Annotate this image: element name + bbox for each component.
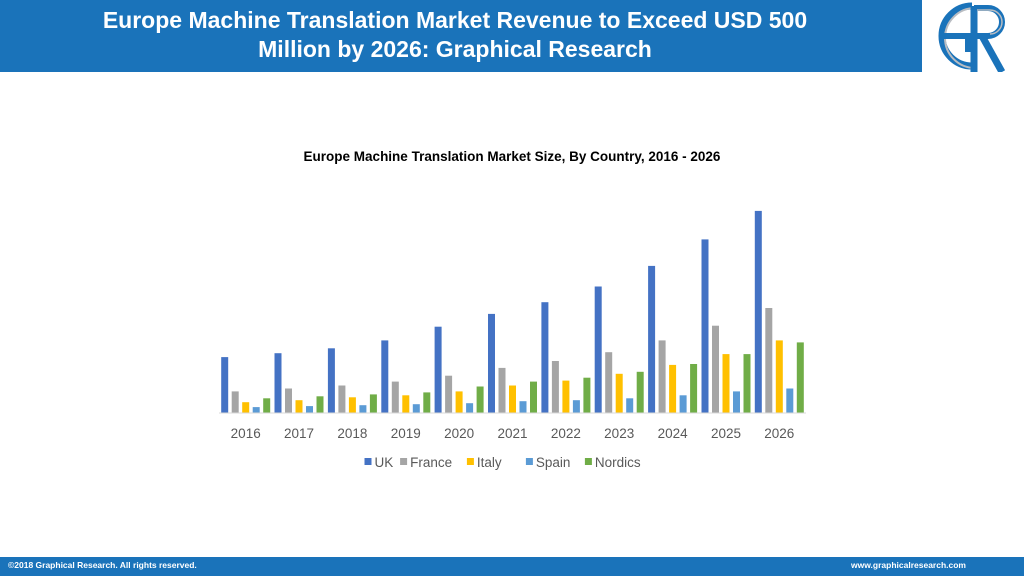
legend-label-france: France [410,455,452,470]
bar-nordics-2016 [263,398,271,413]
legend-swatch-spain [525,458,533,465]
bar-uk-2023 [594,286,602,413]
bar-nordics-2020 [476,386,484,413]
bar-italy-2026 [775,340,783,413]
legend-swatch-nordics [584,458,592,465]
legend-label-spain: Spain [536,455,571,470]
bar-italy-2020 [455,391,463,413]
x-tick-label-2023: 2023 [604,426,634,441]
x-tick-label-2025: 2025 [711,426,741,441]
bar-nordics-2024 [690,364,698,413]
bars-group [221,210,804,413]
bar-nordics-2025 [743,354,751,413]
x-tick-label-2021: 2021 [497,426,527,441]
bar-spain-2017 [306,406,313,413]
bar-spain-2025 [733,391,740,413]
bar-nordics-2019 [423,392,431,413]
bar-france-2019 [391,381,399,413]
x-tick-label-2019: 2019 [391,426,421,441]
legend-swatch-italy [466,458,474,465]
bar-italy-2021 [509,385,516,413]
bar-nordics-2017 [316,396,324,413]
bar-uk-2021 [488,313,495,413]
bar-chart: Europe Machine Translation Market Size, … [219,149,806,470]
legend: UK France Italy Spain Nordics [364,455,641,470]
legend-label-nordics: Nordics [595,455,641,470]
bar-france-2020 [445,375,453,413]
bar-france-2023 [605,352,613,413]
copyright-text: ©2018 Graphical Research. All rights res… [8,560,197,570]
bar-uk-2026 [754,210,762,413]
bar-italy-2019 [402,395,410,413]
x-tick-label-2018: 2018 [337,426,367,441]
bar-uk-2022 [541,302,549,413]
chart-title: Europe Machine Translation Market Size, … [304,149,721,164]
bar-italy-2025 [722,354,730,413]
x-tick-label-2016: 2016 [231,426,261,441]
bar-spain-2022 [572,400,580,413]
bar-france-2026 [765,308,773,413]
bar-italy-2024 [669,364,677,413]
bar-france-2018 [338,385,346,413]
bar-spain-2026 [786,388,794,413]
gr-logo-icon [922,0,1024,74]
bar-france-2025 [712,325,719,413]
bar-spain-2020 [466,403,474,413]
bar-italy-2017 [295,400,303,413]
bar-spain-2024 [679,395,687,413]
bar-spain-2018 [359,405,367,413]
bar-nordics-2021 [530,381,537,413]
bar-italy-2018 [348,397,356,413]
bar-uk-2019 [381,340,389,413]
x-tick-labels: 2016 2017 2018 2019 2020 2021 2022 2023 2024 2025… [231,426,795,441]
bar-france-2024 [658,340,666,413]
bar-france-2022 [551,361,559,413]
bar-spain-2023 [626,398,634,413]
bar-italy-2023 [615,373,623,413]
header-banner: Europe Machine Translation Market Revenu… [0,0,1024,72]
bar-spain-2019 [412,404,420,413]
legend-label-uk: UK [375,455,394,470]
bar-uk-2017 [274,353,282,413]
bar-uk-2024 [648,265,656,413]
bar-spain-2016 [252,407,260,413]
bar-nordics-2026 [796,342,804,413]
bar-italy-2016 [242,402,250,413]
legend-swatch-uk [364,458,372,465]
bar-nordics-2018 [369,394,377,413]
website-link[interactable]: www.graphicalresearch.com [851,560,966,570]
x-tick-label-2022: 2022 [551,426,581,441]
page-title: Europe Machine Translation Market Revenu… [0,6,910,64]
bar-nordics-2023 [636,371,644,413]
bar-italy-2022 [562,380,570,413]
legend-swatch-france [400,458,408,465]
x-tick-label-2017: 2017 [284,426,314,441]
page-title-line-1: Europe Machine Translation Market Revenu… [102,7,808,33]
bar-france-2021 [498,367,506,413]
bar-uk-2018 [327,348,335,413]
bar-spain-2021 [519,401,527,413]
page-title-line-2: Million by 2026: Graphical Research [258,36,652,62]
bar-nordics-2022 [583,377,591,413]
bar-uk-2020 [434,326,442,413]
x-tick-label-2020: 2020 [444,426,474,441]
bar-france-2016 [231,391,239,413]
x-tick-label-2024: 2024 [658,426,689,441]
bar-uk-2025 [701,239,709,413]
footer-bar: ©2018 Graphical Research. All rights res… [0,557,1024,576]
legend-label-italy: Italy [477,455,502,470]
bar-uk-2016 [221,357,229,413]
bar-france-2017 [285,388,292,413]
x-tick-label-2026: 2026 [764,426,794,441]
